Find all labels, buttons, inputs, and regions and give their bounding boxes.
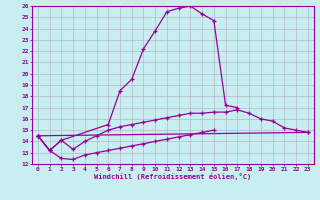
X-axis label: Windchill (Refroidissement éolien,°C): Windchill (Refroidissement éolien,°C) xyxy=(94,173,252,180)
